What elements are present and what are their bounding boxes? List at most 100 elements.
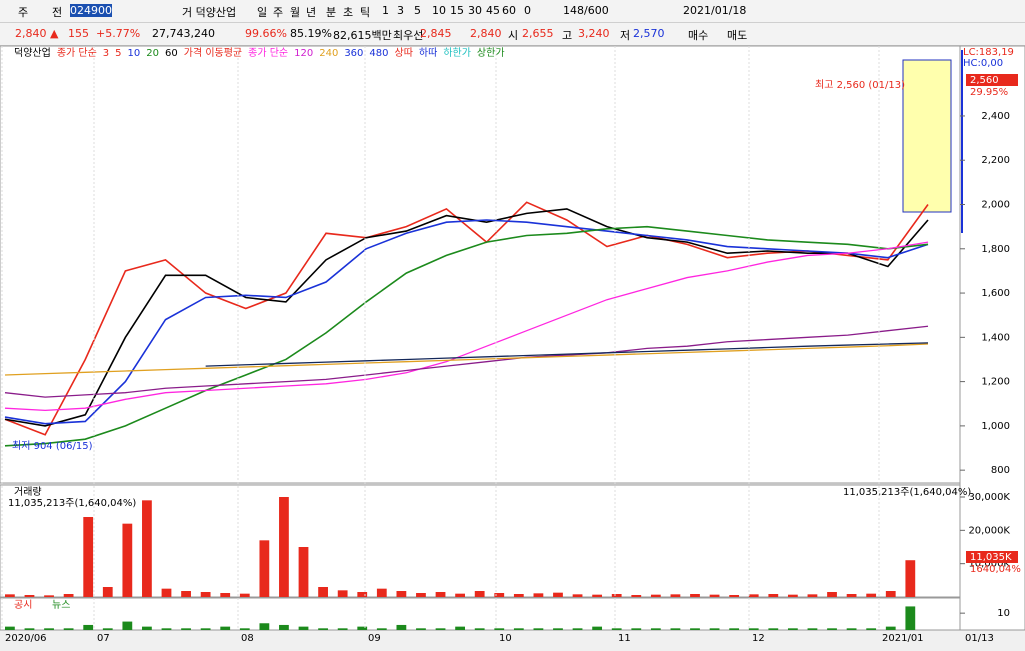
bar <box>553 592 563 597</box>
toolbar-item: 2,840 <box>470 27 502 40</box>
y-tick-label: 1,200 <box>981 377 1010 388</box>
y-tick-label: 1,000 <box>981 421 1010 432</box>
bar <box>5 594 15 597</box>
bar <box>885 626 896 630</box>
y-tick-label: 30,000K <box>968 492 1010 503</box>
toolbar-item[interactable]: 024900 <box>70 4 112 17</box>
bar <box>827 592 837 597</box>
y-tick-label: 20,000K <box>968 525 1010 536</box>
bar <box>44 628 54 630</box>
legend-item: 하한가 <box>443 46 471 59</box>
toolbar-item[interactable]: 15 <box>450 4 464 17</box>
bar <box>690 594 700 597</box>
bar <box>122 523 133 597</box>
toolbar-item[interactable]: 45 <box>486 4 500 17</box>
bar <box>142 626 152 630</box>
bar <box>592 626 603 630</box>
bar <box>455 593 465 597</box>
toolbar-item[interactable]: 매도 <box>727 29 748 42</box>
x-tick-label: 07 <box>97 633 110 644</box>
toolbar-item[interactable]: 1 <box>382 4 389 17</box>
pct-label: 29.95% <box>970 87 1008 98</box>
toolbar: 주 전 024900 거 덕양산업 일 주 월 년 분 초 틱 1 3 5 10 15 30 45 60 0 148/6… <box>0 0 1025 23</box>
toolbar-item[interactable]: 10 <box>432 4 446 17</box>
bar <box>200 628 211 630</box>
bar <box>631 628 642 630</box>
bar <box>220 593 231 597</box>
toolbar-item[interactable]: 초 <box>343 6 354 19</box>
bar <box>709 594 720 597</box>
bar <box>709 628 720 630</box>
toolbar-item[interactable]: 전 <box>52 6 63 19</box>
x-tick-label: 11 <box>618 633 631 644</box>
bar <box>396 591 407 597</box>
bar <box>670 594 681 597</box>
legend-item: 480 <box>369 48 388 59</box>
pane-subtitle: 11,035,213주(1,640,04%) <box>8 498 136 509</box>
chart: 덕양산업 종가 단순 3 5 10 20 60 가격 이동평균 종가 단순 120 240 360 48… <box>0 45 1025 644</box>
toolbar-item[interactable]: 일 <box>257 6 268 19</box>
toolbar-item[interactable]: 0 <box>524 4 531 17</box>
bar <box>220 626 231 630</box>
bar <box>279 624 289 630</box>
bar <box>181 628 191 630</box>
toolbar-item[interactable]: 틱 <box>360 6 371 19</box>
bar <box>259 540 270 597</box>
toolbar-item[interactable]: 거 덕양산업 <box>182 6 237 19</box>
toolbar-item[interactable]: 주 <box>273 6 284 19</box>
toolbar-item[interactable]: 3 <box>397 4 404 17</box>
x-tick-label: 2021/01 <box>882 633 924 644</box>
x-tick-label: 09 <box>368 633 381 644</box>
volume-pane <box>0 484 961 598</box>
toolbar-item: 99.66% <box>245 27 287 40</box>
legend-item: 가격 이동평균 <box>184 46 242 59</box>
bar <box>748 628 759 630</box>
bar <box>885 591 896 597</box>
lc-label: LC:183,19 <box>963 47 1014 58</box>
bar <box>239 628 250 630</box>
y-tick-label: 1,600 <box>981 288 1010 299</box>
legend-item: 360 <box>344 48 363 59</box>
bar <box>161 628 172 630</box>
bar <box>416 628 426 630</box>
bar <box>494 593 505 597</box>
toolbar-item[interactable]: 분 <box>326 6 337 19</box>
toolbar-item[interactable]: 2021/01/18 <box>683 4 747 17</box>
bar <box>866 628 877 630</box>
bar <box>435 628 446 630</box>
last-tag <box>966 551 1018 563</box>
toolbar-item[interactable]: 148/600 <box>563 4 609 17</box>
bar <box>866 593 877 597</box>
toolbar-item: 85.19% <box>290 27 332 40</box>
quote-bar: 2,840 ▲ 155 +5.77% 27,743,240 99.66% 85.19% 82… <box>0 23 1025 46</box>
y-tick-label: 1,800 <box>981 244 1010 255</box>
toolbar-item[interactable]: 5 <box>414 4 421 17</box>
toolbar-item[interactable]: 주 <box>18 6 29 19</box>
bar <box>102 628 113 630</box>
toolbar-item[interactable]: 60 <box>502 4 516 17</box>
bar <box>318 628 328 630</box>
toolbar-item[interactable]: 년 <box>306 6 317 19</box>
toolbar-item[interactable]: 매수 <box>688 29 709 42</box>
bar <box>533 593 544 597</box>
ma-line <box>4 241 929 412</box>
pane-title: 공시 <box>14 599 32 611</box>
toolbar-item[interactable]: 30 <box>468 4 482 17</box>
bar <box>787 628 798 630</box>
legend-item: 3 <box>103 48 109 59</box>
bar <box>435 592 446 597</box>
bar <box>181 591 191 597</box>
bar <box>650 594 661 597</box>
bar <box>200 592 211 597</box>
last-label: 2,560 <box>970 75 999 86</box>
bar <box>533 628 544 630</box>
toolbar-item: 최우선 <box>393 29 424 42</box>
toolbar-item[interactable]: 월 <box>290 6 301 19</box>
news-pane <box>0 597 961 631</box>
y-tick-label: 1,400 <box>981 332 1010 343</box>
y-tick-label: 10 <box>997 608 1010 619</box>
x-tick-label: 12 <box>752 633 765 644</box>
bar <box>376 588 387 597</box>
y-tick-label: 10,000K <box>968 559 1010 570</box>
